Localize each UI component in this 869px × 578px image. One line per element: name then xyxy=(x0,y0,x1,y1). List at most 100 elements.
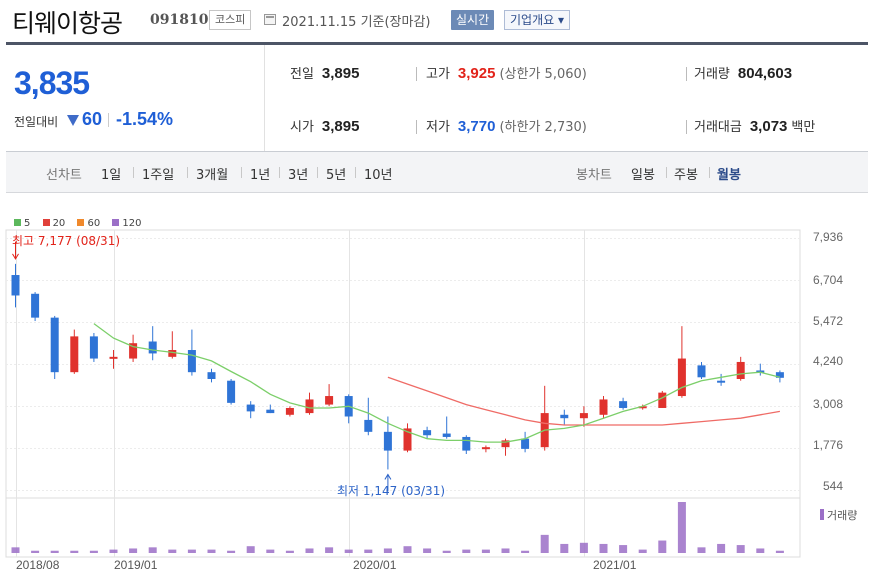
period-divider xyxy=(279,167,280,178)
candle-body xyxy=(148,341,157,354)
candle-body xyxy=(227,380,236,403)
period-10year[interactable]: 10년 xyxy=(364,168,393,183)
cell-divider xyxy=(416,120,417,134)
change-separator xyxy=(108,113,109,127)
period-weekly-candle[interactable]: 주봉 xyxy=(674,168,698,183)
period-divider xyxy=(241,167,242,178)
current-price-box: 3,835 전일대비 60 -1.54% xyxy=(6,45,265,151)
volume-bar xyxy=(285,550,294,553)
period-3year[interactable]: 3년 xyxy=(288,168,309,183)
period-divider xyxy=(709,167,710,178)
legend-label: 5 xyxy=(24,218,31,229)
y-tick-label: 7,936 xyxy=(812,230,843,244)
stock-chart: 5 20 60 120 최고 7,177 (08/31) 최저 1,147 (0… xyxy=(0,200,869,578)
market-badge: 코스피 xyxy=(209,10,252,30)
high-label: 고가 xyxy=(426,67,450,82)
low-cell: 저가 3,770 (하한가 2,730) xyxy=(426,116,587,135)
volume-bar xyxy=(364,549,373,553)
volume-swatch xyxy=(820,509,824,520)
period-1day[interactable]: 1일 xyxy=(101,168,122,183)
legend-item-ma120: 120 xyxy=(112,218,142,229)
candle-body xyxy=(638,406,647,409)
chart-period-bar: 선차트 1일 1주일 3개월 1년 3년 5년 10년 봉차트 일봉 주봉 월봉 xyxy=(6,152,868,193)
candle-body xyxy=(697,365,706,378)
volume-bar xyxy=(168,549,177,553)
stock-code: 091810 xyxy=(150,12,209,28)
volume-value: 804,603 xyxy=(737,65,793,82)
period-1week[interactable]: 1주일 xyxy=(142,168,175,183)
volume-bar xyxy=(187,549,196,553)
price-change: 60 xyxy=(82,109,103,129)
high-annotation: 최고 7,177 (08/31) xyxy=(12,234,121,248)
volume-bar xyxy=(462,549,471,553)
volume-bar xyxy=(227,550,236,553)
realtime-button[interactable]: 실시간 xyxy=(451,10,495,30)
volume-bar xyxy=(266,549,275,553)
volume-bar xyxy=(442,550,451,553)
volume-bar xyxy=(619,545,628,553)
amount-cell: 거래대금 3,073 백만 xyxy=(694,116,815,135)
candle-body xyxy=(658,392,667,408)
line-chart-label: 선차트 xyxy=(46,168,82,183)
volume-bar xyxy=(31,550,40,553)
candle-body xyxy=(560,414,569,419)
ma5-line xyxy=(93,323,781,443)
candle-body xyxy=(521,438,530,449)
volume-bar xyxy=(325,547,334,553)
volume-bar xyxy=(481,549,490,553)
candle-body xyxy=(756,370,765,373)
volume-cell: 거래량 804,603 xyxy=(694,63,792,82)
high-value: 3,925 xyxy=(457,65,496,82)
current-price: 3,835 xyxy=(14,65,90,101)
legend-label: 20 xyxy=(52,218,66,229)
candle-body xyxy=(364,419,373,432)
candle-body xyxy=(325,396,334,405)
candle-body xyxy=(187,350,196,373)
low-label: 저가 xyxy=(426,120,450,135)
legend-label: 60 xyxy=(87,218,101,229)
candle-body xyxy=(442,433,451,437)
volume-label: 거래량 xyxy=(694,67,730,82)
volume-bar xyxy=(717,543,726,553)
volume-bar xyxy=(109,549,118,553)
x-tick-label: 2021/01 xyxy=(593,558,637,572)
period-monthly-candle[interactable]: 월봉 xyxy=(717,168,741,183)
candle-body xyxy=(717,380,726,383)
volume-bar xyxy=(403,546,412,553)
volume-bar xyxy=(599,543,608,553)
candle-body xyxy=(109,356,118,359)
volume-legend-label: 거래량 xyxy=(827,509,858,522)
volume-bar xyxy=(736,545,745,553)
quote-panel: 3,835 전일대비 60 -1.54% 전일 3,895 시가 3,895 고가 3… xyxy=(6,45,868,152)
period-divider xyxy=(133,167,134,178)
candle-body xyxy=(168,350,177,357)
candle-body xyxy=(501,440,510,448)
volume-bar xyxy=(540,534,549,553)
y-tick-label: 4,240 xyxy=(812,354,843,368)
x-tick-label: 2019/01 xyxy=(114,558,158,572)
candle-body xyxy=(266,409,275,414)
period-1year[interactable]: 1년 xyxy=(250,168,271,183)
low-marker-arrowhead xyxy=(384,473,392,480)
candle-body xyxy=(403,428,412,451)
period-5year[interactable]: 5년 xyxy=(326,168,347,183)
period-3month[interactable]: 3개월 xyxy=(196,168,229,183)
candle-body xyxy=(31,293,40,318)
stock-header: 티웨이항공 091810 코스피 2021.11.15 기준(장마감) 실시간 … xyxy=(0,0,869,42)
change-rate: -1.54% xyxy=(116,109,174,129)
lower-limit: (하한가 2,730) xyxy=(499,120,587,135)
legend-swatch xyxy=(112,219,120,226)
volume-bar xyxy=(70,550,79,553)
candle-body xyxy=(481,447,490,450)
volume-bar xyxy=(246,546,255,553)
candle-body xyxy=(579,413,588,419)
candle-chart-label: 봉차트 xyxy=(576,168,612,183)
volume-bar xyxy=(697,547,706,553)
company-info-dropdown[interactable]: 기업개요 ▾ xyxy=(504,10,570,30)
down-arrow-icon xyxy=(67,115,79,126)
chart-canvas xyxy=(5,229,801,558)
candle-body xyxy=(285,407,294,415)
cell-divider xyxy=(416,67,417,81)
prev-compare-label: 전일대비 xyxy=(14,115,59,129)
period-daily-candle[interactable]: 일봉 xyxy=(631,168,655,183)
